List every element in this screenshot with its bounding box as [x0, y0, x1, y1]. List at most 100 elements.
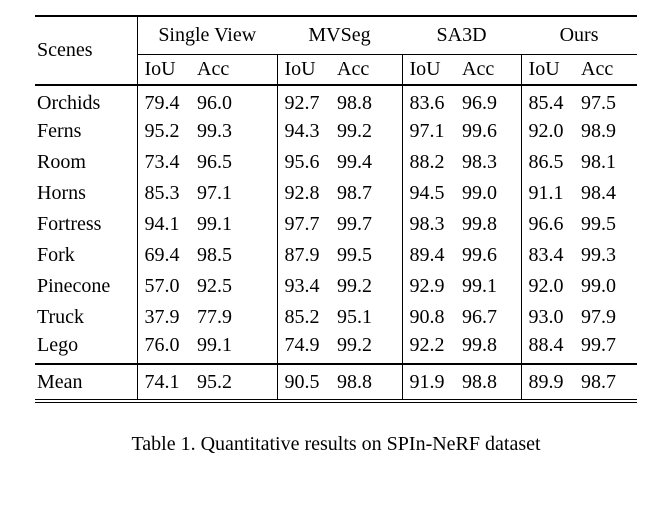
group-header-single-view: Single View: [136, 15, 277, 55]
metric-value: 57.0: [136, 271, 195, 302]
scene-name: Room: [37, 151, 86, 173]
metric-value: 76.0: [136, 333, 195, 364]
metric-value: 95.2: [195, 363, 277, 403]
table-row: Orchids 79.4 96.0 92.7 98.8 83.6 96.9 85…: [35, 85, 637, 116]
metric-value: 92.8: [276, 178, 335, 209]
metric-value: 99.5: [337, 244, 372, 266]
metric-header-iou: IoU: [136, 54, 195, 86]
metric-value: 93.0: [520, 302, 580, 333]
metric-value: 92.7: [276, 85, 335, 116]
metric-value: 97.5: [581, 92, 617, 114]
metric-value: 99.2: [337, 120, 372, 142]
metric-header-iou: IoU: [401, 54, 461, 86]
metric-value: 90.8: [401, 302, 461, 333]
metric-value: 95.1: [337, 306, 372, 328]
metric-value: 96.7: [462, 306, 498, 328]
metric-value: 97.7: [276, 209, 335, 240]
metric-value: 98.3: [401, 209, 461, 240]
table-row: Ferns 95.2 99.3 94.3 99.2 97.1 99.6 92.0…: [35, 116, 637, 147]
metric-value: 98.8: [460, 363, 522, 403]
metric-value: 99.1: [462, 275, 498, 297]
metric-value: 92.0: [520, 271, 580, 302]
metric-value: 99.0: [581, 275, 617, 297]
metric-value: 83.4: [520, 240, 580, 271]
metric-value: 86.5: [520, 147, 580, 178]
metric-value: 99.6: [462, 244, 498, 266]
metric-value: 69.4: [136, 240, 195, 271]
table-caption: Table 1. Quantitative results on SPIn-Ne…: [131, 433, 541, 455]
metric-value: 99.0: [462, 182, 498, 204]
metric-value: 99.5: [581, 213, 617, 235]
metric-value: 85.2: [276, 302, 335, 333]
metric-header-acc: Acc: [195, 54, 277, 86]
metric-value: 99.2: [337, 275, 372, 297]
metric-value: 95.6: [276, 147, 335, 178]
paper-table-figure: Scenes Single View MVSeg SA3D Ours IoU A…: [0, 15, 662, 520]
metric-value: 94.1: [136, 209, 195, 240]
metric-value: 99.6: [462, 120, 498, 142]
metric-value: 97.1: [401, 116, 461, 147]
metric-value: 74.9: [276, 333, 335, 364]
mean-label: Mean: [35, 363, 137, 403]
metric-value: 94.3: [276, 116, 335, 147]
group-header-row: Scenes Single View MVSeg SA3D Ours: [35, 15, 638, 86]
metric-value: 99.8: [462, 334, 498, 356]
metric-value: 79.4: [136, 85, 195, 116]
results-table: Scenes Single View MVSeg SA3D Ours IoU A…: [35, 15, 638, 403]
metric-value: 99.1: [197, 213, 232, 235]
scene-name: Horns: [37, 182, 86, 204]
metric-header-acc: Acc: [460, 54, 522, 86]
metric-value: 98.8: [335, 363, 403, 403]
metric-value: 94.5: [401, 178, 461, 209]
metric-value: 96.9: [462, 92, 498, 114]
scene-name: Pinecone: [37, 275, 111, 297]
group-header-mvseg: MVSeg: [277, 15, 403, 55]
metric-header-iou: IoU: [276, 54, 335, 86]
scene-name: Fork: [37, 244, 75, 266]
metric-value: 99.4: [337, 151, 372, 173]
metric-value: 91.1: [520, 178, 580, 209]
scene-name: Orchids: [37, 92, 101, 114]
metric-value: 98.7: [337, 182, 372, 204]
metric-value: 98.3: [462, 151, 498, 173]
metric-value: 98.5: [197, 244, 232, 266]
metric-value: 37.9: [136, 302, 195, 333]
scene-name: Ferns: [37, 120, 82, 142]
metric-value: 99.8: [462, 213, 498, 235]
metric-value: 96.6: [520, 209, 580, 240]
metric-value: 93.4: [276, 271, 335, 302]
metric-value: 98.1: [581, 151, 617, 173]
metric-value: 96.5: [197, 151, 232, 173]
metric-value: 77.9: [197, 306, 232, 328]
metric-value: 89.4: [401, 240, 461, 271]
metric-value: 97.9: [581, 306, 617, 328]
metric-header-acc: Acc: [335, 54, 403, 86]
metric-value: 98.4: [581, 182, 617, 204]
metric-value: 97.1: [197, 182, 232, 204]
metric-value: 92.2: [401, 333, 461, 364]
metric-value: 89.9: [520, 363, 580, 403]
metric-value: 98.9: [581, 120, 617, 142]
table-row: Lego 76.0 99.1 74.9 99.2 92.2 99.8 88.4 …: [35, 333, 637, 364]
scenes-column-header: Scenes: [35, 15, 138, 86]
metric-value: 96.0: [197, 92, 232, 114]
metric-value: 85.3: [136, 178, 195, 209]
metric-header-acc: Acc: [579, 54, 638, 86]
metric-value: 99.7: [337, 213, 372, 235]
metric-value: 98.7: [579, 363, 638, 403]
scene-name: Fortress: [37, 213, 102, 235]
metric-value: 99.3: [581, 244, 617, 266]
table-row: Horns 85.3 97.1 92.8 98.7 94.5 99.0 91.1…: [35, 178, 637, 209]
metric-value: 92.9: [401, 271, 461, 302]
group-header-sa3d: SA3D: [402, 15, 522, 55]
metric-value: 99.3: [197, 120, 232, 142]
metric-value: 98.8: [337, 92, 372, 114]
metric-value: 88.4: [520, 333, 580, 364]
metric-value: 73.4: [136, 147, 195, 178]
metric-value: 90.5: [276, 363, 335, 403]
table-row: Room 73.4 96.5 95.6 99.4 88.2 98.3 86.5 …: [35, 147, 637, 178]
metric-value: 99.7: [581, 334, 617, 356]
table-row: Fortress 94.1 99.1 97.7 99.7 98.3 99.8 9…: [35, 209, 637, 240]
metric-value: 88.2: [401, 147, 461, 178]
scene-name: Truck: [37, 306, 85, 328]
